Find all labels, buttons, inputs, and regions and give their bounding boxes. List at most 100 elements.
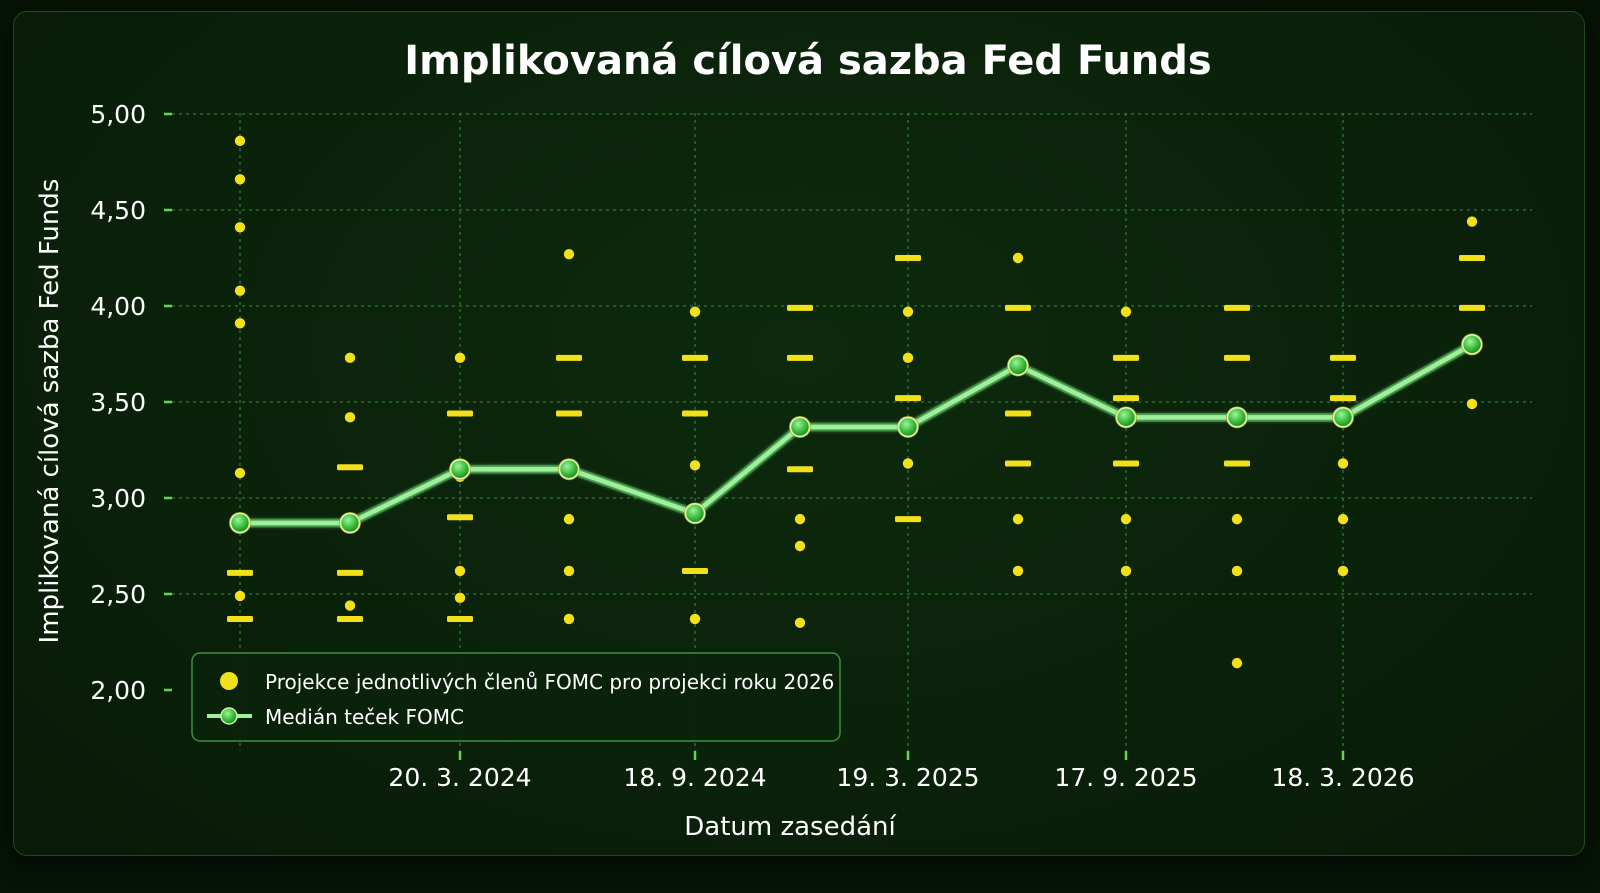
fomc-dash-marker bbox=[682, 567, 708, 574]
fomc-dot bbox=[563, 513, 575, 525]
fomc-dash-marker bbox=[447, 615, 473, 622]
x-tick-label: 18. 9. 2024 bbox=[623, 763, 766, 792]
fomc-dash-marker bbox=[1224, 304, 1250, 311]
y-tick-label: 5,00 bbox=[90, 100, 146, 129]
y-tick-label: 3,50 bbox=[90, 388, 146, 417]
fomc-dash-marker bbox=[895, 516, 921, 523]
median-point bbox=[558, 458, 580, 480]
fomc-dot bbox=[1231, 565, 1243, 577]
legend-dot-marker bbox=[220, 672, 238, 690]
y-tick-label: 2,50 bbox=[90, 580, 146, 609]
fomc-dot-projections bbox=[227, 135, 1485, 669]
fomc-dot bbox=[234, 135, 246, 147]
x-tick-label: 19. 3. 2025 bbox=[836, 763, 979, 792]
fomc-dash-marker bbox=[895, 255, 921, 261]
legend: Projekce jednotlivých členů FOMC pro pro… bbox=[191, 652, 841, 742]
x-tick-label: 17. 9. 2025 bbox=[1054, 763, 1197, 792]
fomc-dash-marker bbox=[787, 304, 813, 311]
x-tick-label: 20. 3. 2024 bbox=[388, 763, 531, 792]
fomc-dash-marker bbox=[1224, 460, 1250, 467]
fomc-dot bbox=[344, 412, 356, 423]
fomc-dot bbox=[1120, 565, 1132, 577]
median-point bbox=[339, 512, 361, 534]
fomc-dash-marker bbox=[1330, 354, 1356, 361]
x-tick-label: 18. 3. 2026 bbox=[1271, 763, 1414, 792]
fomc-dot bbox=[1466, 398, 1478, 410]
y-tick-label: 4,00 bbox=[90, 292, 146, 321]
fomc-dot bbox=[1231, 657, 1243, 669]
median-point bbox=[449, 458, 471, 480]
median-series bbox=[229, 333, 1483, 534]
median-point bbox=[789, 416, 811, 438]
fomc-dash-marker bbox=[227, 615, 253, 622]
legend-median-label: Medián teček FOMC bbox=[265, 705, 464, 729]
x-tick-labels: 20. 3. 2024 18. 9. 2024 19. 3. 2025 17. 9. … bbox=[388, 751, 1415, 792]
fomc-dash-marker bbox=[1224, 354, 1250, 361]
median-point bbox=[229, 512, 251, 534]
fomc-dash-marker bbox=[1113, 395, 1139, 402]
fomc-dot bbox=[344, 600, 356, 611]
legend-median-marker bbox=[220, 707, 238, 725]
fomc-dot bbox=[902, 352, 914, 364]
axes bbox=[170, 113, 1532, 753]
fomc-dot bbox=[454, 565, 466, 577]
median-point bbox=[1461, 334, 1483, 355]
fomc-dot bbox=[563, 613, 575, 625]
fomc-dash-marker bbox=[1330, 395, 1356, 402]
fomc-dot bbox=[1012, 252, 1024, 264]
fomc-dot bbox=[794, 513, 806, 525]
fomc-dash-marker bbox=[227, 569, 253, 576]
fomc-dot bbox=[1012, 513, 1024, 525]
fomc-dot bbox=[689, 613, 701, 625]
fomc-dot bbox=[563, 565, 575, 577]
chart-title: Implikovaná cílová sazba Fed Funds bbox=[404, 38, 1211, 84]
median-point bbox=[1226, 407, 1248, 428]
fomc-dot bbox=[794, 540, 806, 552]
fomc-dash-marker bbox=[447, 514, 473, 521]
fomc-dot bbox=[1337, 513, 1349, 525]
fomc-dot bbox=[1466, 216, 1478, 227]
y-tick-labels: 2,00 2,50 3,00 3,50 4,00 4,50 5,00 bbox=[90, 100, 172, 705]
fomc-dot bbox=[234, 467, 246, 479]
fomc-dot bbox=[344, 352, 356, 364]
median-point bbox=[1007, 355, 1029, 376]
fomc-dash-marker bbox=[556, 354, 582, 361]
median-point bbox=[897, 416, 919, 438]
fomc-dot bbox=[454, 592, 466, 604]
fomc-dash-marker bbox=[1113, 460, 1139, 467]
fomc-dot bbox=[1012, 565, 1024, 577]
y-tick-label: 2,00 bbox=[90, 676, 146, 705]
fomc-dash-marker bbox=[682, 410, 708, 417]
x-axis-label: Datum zasedání bbox=[684, 812, 896, 842]
fomc-dash-marker bbox=[556, 410, 582, 417]
fomc-dash-marker bbox=[1005, 460, 1031, 467]
fomc-dash-marker bbox=[337, 615, 363, 622]
median-point bbox=[1332, 407, 1354, 428]
fomc-dash-marker bbox=[337, 569, 363, 576]
fomc-dot bbox=[1231, 513, 1243, 525]
fomc-dot bbox=[234, 174, 246, 185]
fomc-dot bbox=[234, 222, 246, 233]
fomc-dash-marker bbox=[1005, 410, 1031, 417]
fomc-dash-marker bbox=[1005, 304, 1031, 311]
fomc-dot bbox=[234, 590, 246, 602]
y-tick-label: 3,00 bbox=[90, 484, 146, 513]
fomc-dash-marker bbox=[682, 354, 708, 361]
fomc-dot bbox=[689, 460, 701, 471]
legend-box bbox=[191, 652, 841, 742]
y-tick-label: 4,50 bbox=[90, 196, 146, 225]
fomc-dot bbox=[454, 352, 466, 364]
fomc-dash-marker bbox=[787, 466, 813, 473]
y-axis-label: Implikovaná cílová sazba Fed Funds bbox=[35, 179, 65, 644]
fomc-dot bbox=[689, 306, 701, 317]
fomc-dot bbox=[1120, 306, 1132, 317]
fomc-dot bbox=[902, 306, 914, 317]
fomc-dot bbox=[563, 248, 575, 260]
median-line bbox=[240, 342, 1474, 526]
median-line-shadow bbox=[240, 340, 1475, 528]
fomc-dot bbox=[234, 285, 246, 296]
fomc-dash-marker bbox=[337, 464, 363, 471]
fomc-dash-marker bbox=[447, 410, 473, 417]
legend-dots-label: Projekce jednotlivých členů FOMC pro pro… bbox=[265, 670, 834, 694]
